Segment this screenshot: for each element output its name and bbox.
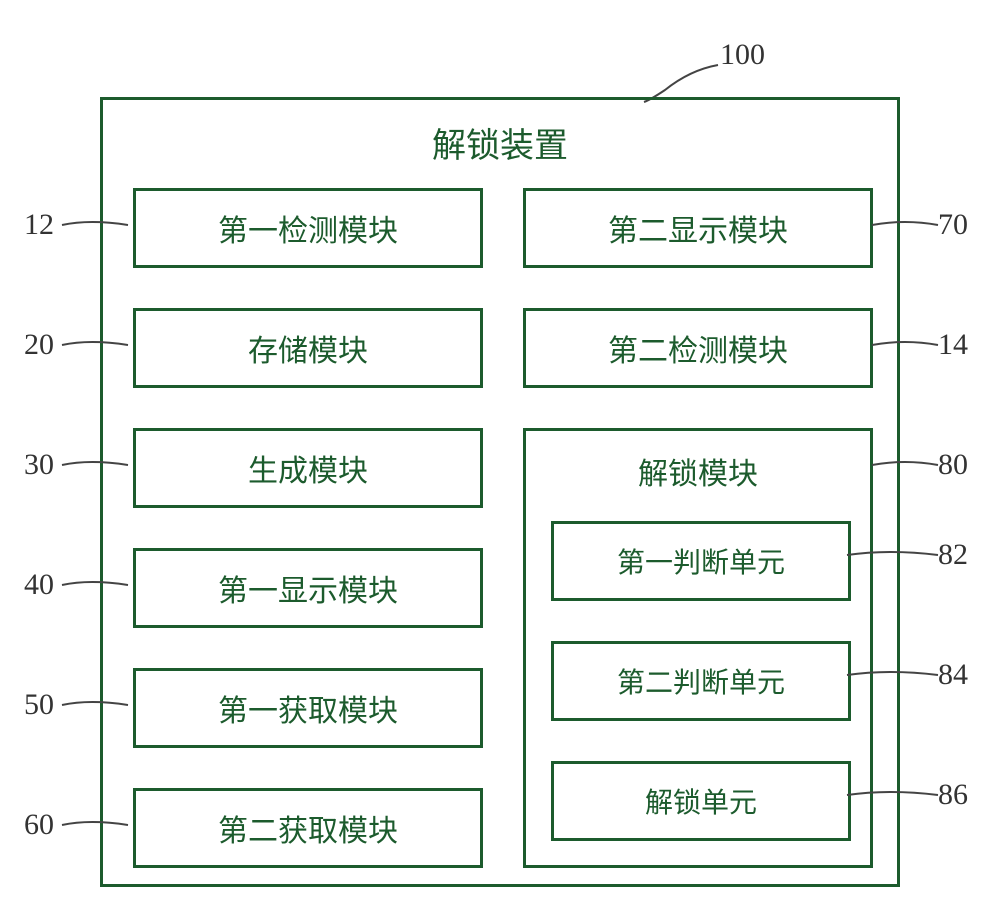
ref-40: 40	[24, 568, 54, 602]
ref-14: 14	[938, 328, 968, 362]
ref-30-leader	[60, 455, 130, 475]
ref-40-text: 40	[24, 568, 54, 602]
ref-86: 86	[938, 778, 968, 812]
left-module-1: 存储模块	[133, 308, 483, 388]
ref-84-text: 84	[938, 658, 968, 692]
ref-20-text: 20	[24, 328, 54, 362]
ref-70: 70	[938, 208, 968, 242]
ref-60-text: 60	[24, 808, 54, 842]
nested-unit-2-label: 解锁单元	[645, 781, 757, 821]
ref-12-leader	[60, 215, 130, 235]
ref-82-leader	[845, 545, 940, 565]
ref-12-text: 12	[24, 208, 54, 242]
ref-30: 30	[24, 448, 54, 482]
left-module-0-label: 第一检测模块	[218, 206, 398, 250]
ref-14-leader	[870, 335, 940, 355]
nested-unit-1-label: 第二判断单元	[617, 661, 785, 701]
ref-82: 82	[938, 538, 968, 572]
left-module-2-label: 生成模块	[248, 446, 368, 490]
right-module-0-label: 第二显示模块	[608, 206, 788, 250]
ref-82-text: 82	[938, 538, 968, 572]
left-module-5: 第二获取模块	[133, 788, 483, 868]
diagram-canvas: 100 解锁装置 第一检测模块 存储模块 生成模块 第一显示模块 第一获取模块 …	[0, 0, 1000, 901]
ref-86-leader	[845, 785, 940, 805]
left-module-3: 第一显示模块	[133, 548, 483, 628]
nested-unit-1: 第二判断单元	[551, 641, 851, 721]
right-module-0: 第二显示模块	[523, 188, 873, 268]
left-module-5-label: 第二获取模块	[218, 806, 398, 850]
nested-module-title: 解锁模块	[526, 449, 870, 493]
left-module-0: 第一检测模块	[133, 188, 483, 268]
ref-70-leader	[870, 215, 940, 235]
ref-20-leader	[60, 335, 130, 355]
nested-unit-0: 第一判断单元	[551, 521, 851, 601]
right-module-1: 第二检测模块	[523, 308, 873, 388]
left-module-2: 生成模块	[133, 428, 483, 508]
ref-86-text: 86	[938, 778, 968, 812]
ref-50-text: 50	[24, 688, 54, 722]
left-module-4-label: 第一获取模块	[218, 686, 398, 730]
ref-30-text: 30	[24, 448, 54, 482]
left-module-4: 第一获取模块	[133, 668, 483, 748]
nested-unit-0-label: 第一判断单元	[617, 541, 785, 581]
ref-12: 12	[24, 208, 54, 242]
ref-84-leader	[845, 665, 940, 685]
nested-module-box: 解锁模块 第一判断单元 第二判断单元 解锁单元	[523, 428, 873, 868]
container-title-text: 解锁装置	[432, 127, 568, 165]
container-box: 解锁装置 第一检测模块 存储模块 生成模块 第一显示模块 第一获取模块 第二获取…	[100, 97, 900, 887]
ref-60: 60	[24, 808, 54, 842]
container-title: 解锁装置	[103, 118, 897, 167]
ref-60-leader	[60, 815, 130, 835]
ref-80-leader	[870, 455, 940, 475]
ref-70-text: 70	[938, 208, 968, 242]
ref-80-text: 80	[938, 448, 968, 482]
ref-20: 20	[24, 328, 54, 362]
left-module-1-label: 存储模块	[248, 326, 368, 370]
left-module-3-label: 第一显示模块	[218, 566, 398, 610]
ref-80: 80	[938, 448, 968, 482]
ref-14-text: 14	[938, 328, 968, 362]
ref-50-leader	[60, 695, 130, 715]
ref-84: 84	[938, 658, 968, 692]
nested-unit-2: 解锁单元	[551, 761, 851, 841]
nested-module-title-text: 解锁模块	[638, 458, 758, 491]
ref-50: 50	[24, 688, 54, 722]
ref-40-leader	[60, 575, 130, 595]
right-module-1-label: 第二检测模块	[608, 326, 788, 370]
